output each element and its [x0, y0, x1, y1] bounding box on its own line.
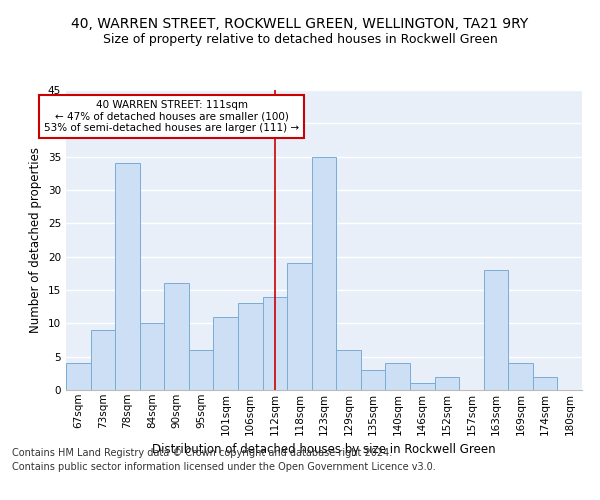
Bar: [385, 364, 410, 390]
Bar: [115, 164, 140, 390]
Bar: [533, 376, 557, 390]
Bar: [91, 330, 115, 390]
Text: Contains public sector information licensed under the Open Government Licence v3: Contains public sector information licen…: [12, 462, 436, 472]
Bar: [263, 296, 287, 390]
Bar: [312, 156, 336, 390]
Bar: [140, 324, 164, 390]
Text: 40 WARREN STREET: 111sqm
← 47% of detached houses are smaller (100)
53% of semi-: 40 WARREN STREET: 111sqm ← 47% of detach…: [44, 100, 299, 133]
Text: 40, WARREN STREET, ROCKWELL GREEN, WELLINGTON, TA21 9RY: 40, WARREN STREET, ROCKWELL GREEN, WELLI…: [71, 18, 529, 32]
X-axis label: Distribution of detached houses by size in Rockwell Green: Distribution of detached houses by size …: [152, 443, 496, 456]
Bar: [336, 350, 361, 390]
Bar: [508, 364, 533, 390]
Text: Size of property relative to detached houses in Rockwell Green: Size of property relative to detached ho…: [103, 32, 497, 46]
Bar: [189, 350, 214, 390]
Bar: [164, 284, 189, 390]
Bar: [66, 364, 91, 390]
Y-axis label: Number of detached properties: Number of detached properties: [29, 147, 43, 333]
Bar: [434, 376, 459, 390]
Text: Contains HM Land Registry data © Crown copyright and database right 2024.: Contains HM Land Registry data © Crown c…: [12, 448, 392, 458]
Bar: [238, 304, 263, 390]
Bar: [361, 370, 385, 390]
Bar: [484, 270, 508, 390]
Bar: [214, 316, 238, 390]
Bar: [410, 384, 434, 390]
Bar: [287, 264, 312, 390]
